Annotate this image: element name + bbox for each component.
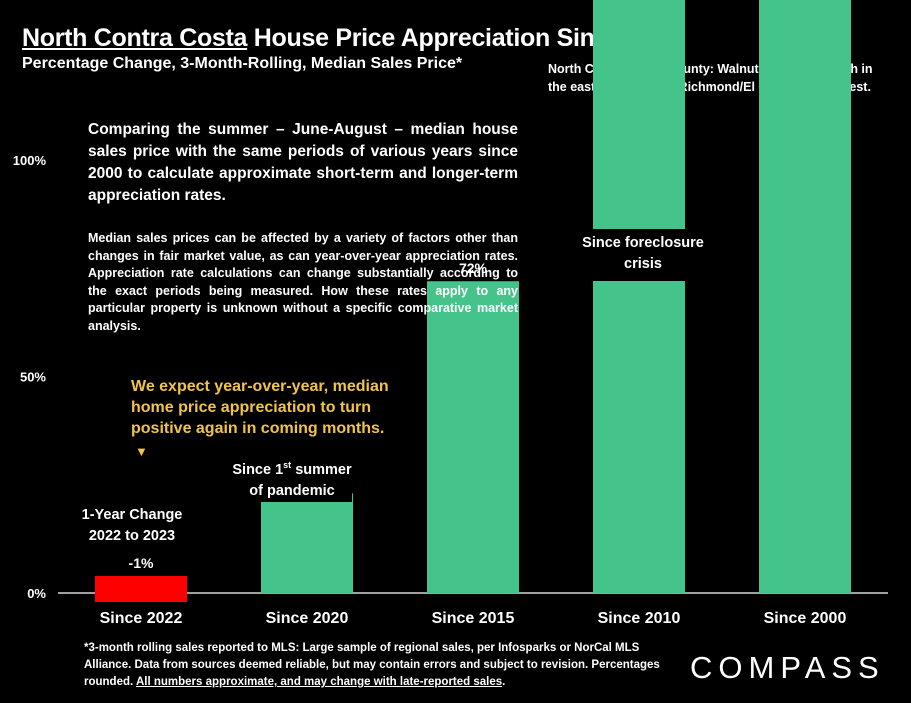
x-tick-label: Since 2020 (266, 610, 349, 627)
expectation-note: We expect year-over-year, median home pr… (131, 378, 389, 437)
since-2020-note-sup: st (283, 460, 292, 470)
footnote-underlined: All numbers approximate, and may change … (135, 676, 503, 688)
since-2020-note-post: summer (291, 461, 352, 478)
since-2020-note-pre: Since 1 (232, 461, 284, 478)
since-2022-note: 1-Year Change 2022 to 2023 (62, 505, 202, 547)
since-2010-note: Since foreclosure crisis (572, 229, 714, 281)
footnote-main: *3-month rolling sales reported to MLS: … (84, 642, 660, 688)
y-tick-label: 50% (20, 370, 46, 385)
footnote-end: . (502, 676, 506, 688)
footnote: *3-month rolling sales reported to MLS: … (84, 640, 664, 691)
disclaimer-text: Median sales prices can be affected by a… (88, 231, 518, 333)
since-2020-note: Since 1st summer of pandemic (232, 455, 352, 502)
y-tick-label: 0% (27, 586, 46, 601)
since-2010-note-line2: crisis (624, 256, 662, 272)
intro-text: Comparing the summer – June-August – med… (88, 121, 518, 204)
x-tick-label: Since 2022 (100, 610, 183, 627)
since-2020-note-line1: Since 1st summer (232, 455, 352, 481)
bar (593, 0, 685, 593)
y-tick-label: 100% (13, 153, 47, 168)
x-tick-label: Since 2010 (598, 610, 681, 627)
expectation-arrow-icon: ▼ (135, 444, 148, 459)
bar (759, 0, 851, 593)
since-2020-note-line2: of pandemic (249, 482, 335, 499)
bar (95, 576, 187, 602)
x-tick-label: Since 2015 (432, 610, 515, 627)
bar (261, 493, 353, 593)
bars: -1%23%72%206%212% (95, 0, 851, 602)
since-2022-note-line2: 2022 to 2023 (88, 528, 176, 544)
bar (427, 281, 519, 593)
data-label: 72% (459, 260, 488, 276)
title-region: North Contra Costa (22, 24, 248, 52)
since-2022-note-line1: 1-Year Change (81, 507, 183, 523)
x-axis: Since 2022 Since 2020 Since 2015 Since 2010… (100, 610, 847, 627)
x-tick-label: Since 2000 (764, 610, 847, 627)
chart-subtitle: Percentage Change, 3-Month-Rolling, Medi… (22, 55, 463, 72)
data-label: -1% (129, 555, 154, 571)
since-2010-note-line1: Since foreclosure (582, 235, 704, 251)
compass-logo: COMPASS (690, 650, 885, 685)
